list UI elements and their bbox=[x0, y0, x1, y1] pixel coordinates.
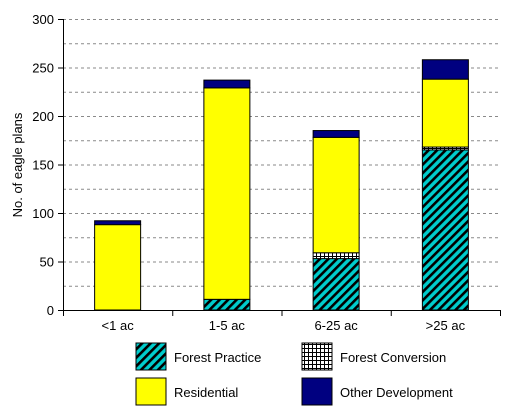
bar-segment-forest-conversion bbox=[312, 252, 360, 260]
y-tick-label: 250 bbox=[32, 61, 54, 76]
x-tick-label: 1-5 ac bbox=[209, 318, 246, 333]
axes: 0 50 100 150 200 250 300 <1 ac 1-5 ac 6-25 ac >25 … bbox=[32, 12, 501, 333]
bar-segment-other-development bbox=[421, 59, 469, 80]
bar-segment-residential bbox=[421, 78, 469, 148]
y-tick-label: 300 bbox=[32, 12, 54, 27]
bar-segment-residential bbox=[312, 136, 360, 254]
legend-label-other-development: Other Development bbox=[340, 385, 453, 400]
bars bbox=[94, 59, 469, 311]
gridlines bbox=[63, 19, 500, 287]
y-tick-label: 0 bbox=[47, 303, 54, 318]
x-tick-label: 6-25 ac bbox=[314, 318, 358, 333]
x-tick-label: <1 ac bbox=[102, 318, 135, 333]
y-tick-label: 100 bbox=[32, 206, 54, 221]
bar-segment-other-development bbox=[312, 130, 360, 138]
bar-segment-forest-practice bbox=[421, 149, 469, 311]
x-tick-label: >25 ac bbox=[426, 318, 466, 333]
legend-swatch-residential bbox=[135, 377, 167, 406]
bar-segment-forest-practice bbox=[203, 298, 251, 311]
legend-label-forest-conversion: Forest Conversion bbox=[340, 350, 446, 365]
y-tick-label: 150 bbox=[32, 158, 54, 173]
bar-segment-other-development bbox=[94, 220, 142, 226]
legend-label-residential: Residential bbox=[174, 385, 238, 400]
legend-swatch-other-development bbox=[301, 377, 333, 406]
legend-swatch-forest-conversion bbox=[301, 342, 333, 371]
bar-segment-other-development bbox=[203, 79, 251, 89]
legend-label-forest-practice: Forest Practice bbox=[174, 350, 261, 365]
bar-segment-residential bbox=[94, 224, 142, 311]
legend-swatch-forest-practice bbox=[135, 342, 167, 371]
bar-segment-residential bbox=[203, 87, 251, 300]
legend: Forest Practice Forest Conversion Resident… bbox=[135, 342, 453, 406]
y-axis-title: No. of eagle plans bbox=[10, 112, 25, 217]
y-tick-label: 50 bbox=[40, 255, 54, 270]
bar-segment-forest-practice bbox=[312, 258, 360, 311]
y-tick-label: 200 bbox=[32, 109, 54, 124]
